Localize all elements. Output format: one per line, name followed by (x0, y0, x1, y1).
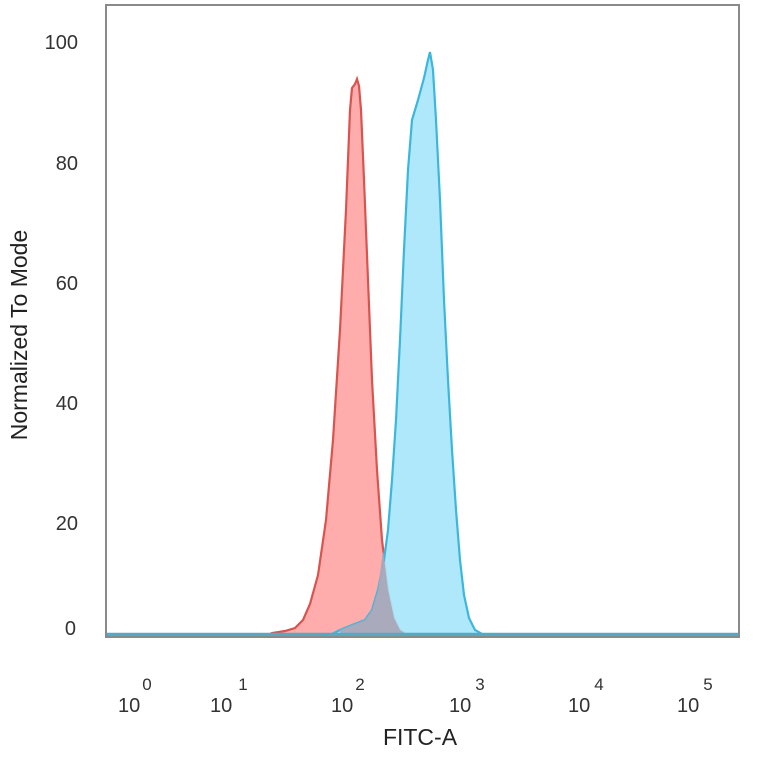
y-tick: 60 (56, 273, 78, 295)
series-overlap (340, 550, 406, 634)
x-tick: 105 (677, 675, 713, 717)
y-axis-ticks: 100 80 60 40 20 0 (45, 32, 78, 640)
x-tick: 104 (568, 675, 604, 717)
x-axis-title: FITC-A (383, 724, 458, 750)
y-tick: 0 (65, 618, 76, 640)
plot-frame (105, 4, 740, 638)
y-tick: 100 (45, 32, 78, 54)
y-tick: 40 (56, 393, 78, 415)
y-axis-title: Normalized To Mode (6, 230, 32, 441)
y-tick: 20 (56, 513, 78, 535)
x-axis-ticks: 100 101 102 103 104 105 (118, 675, 713, 717)
y-tick: 80 (56, 153, 78, 175)
x-tick: 103 (449, 675, 485, 717)
x-tick: 101 (210, 675, 248, 717)
x-tick: 100 (118, 675, 152, 717)
x-tick: 102 (331, 675, 365, 717)
